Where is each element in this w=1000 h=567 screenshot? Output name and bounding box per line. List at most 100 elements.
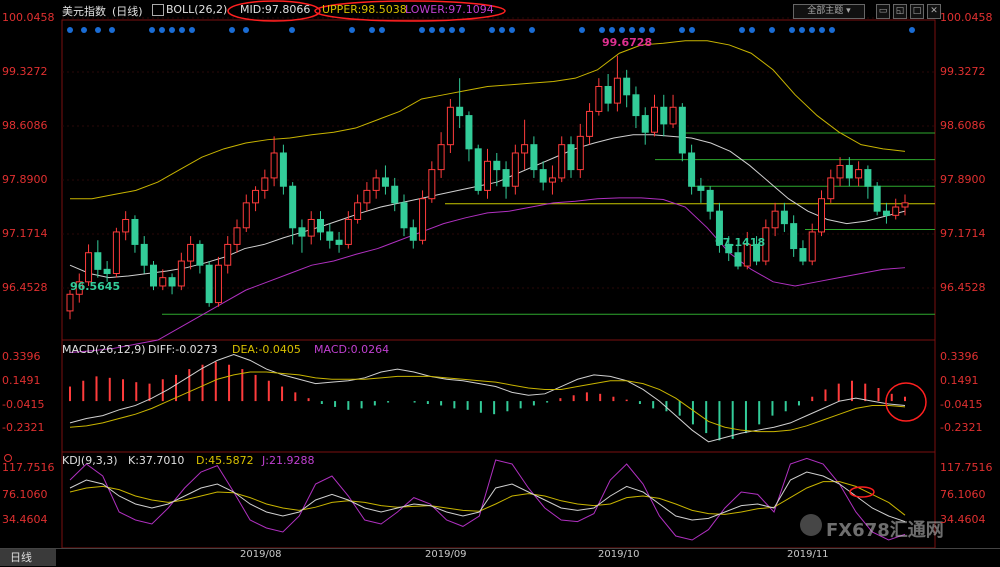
date-label: 2019/10	[598, 549, 640, 560]
candle-body	[688, 152, 696, 187]
signal-dot	[689, 27, 695, 33]
signal-dot	[149, 27, 155, 33]
candle-body	[233, 227, 241, 245]
theme-select-label: 全部主题	[807, 6, 844, 16]
boll-lower-value: LOWER:97.1094	[405, 3, 494, 16]
signal-dot	[169, 27, 175, 33]
kdj-d-line	[69, 481, 906, 516]
restore-icon[interactable]: ◱	[893, 4, 907, 19]
macd-dea-value: DEA:-0.0405	[232, 343, 301, 356]
candle-body	[595, 85, 603, 112]
candle-body	[632, 94, 640, 117]
candle-body	[66, 293, 74, 312]
signal-dot	[529, 27, 535, 33]
signal-dot	[649, 27, 655, 33]
candle-body	[660, 106, 668, 125]
chevron-down-icon: ▾	[846, 6, 851, 16]
indicator-icon[interactable]	[152, 4, 164, 16]
signal-dot	[819, 27, 825, 33]
macd-axis-label: -0.0415	[2, 398, 45, 411]
candle-body	[140, 243, 148, 266]
candle-body	[75, 281, 83, 295]
signal-dot	[629, 27, 635, 33]
minimize-icon[interactable]: ▭	[876, 4, 890, 19]
highlight-ellipse	[885, 382, 927, 422]
candle-body	[131, 218, 139, 245]
candle-body	[586, 110, 594, 137]
candle-body	[372, 177, 380, 191]
kdj-j-value: J:21.9288	[262, 454, 315, 467]
macd-diff-line	[69, 354, 906, 443]
candle-body	[576, 135, 584, 171]
candle-body	[177, 260, 185, 287]
signal-dot	[81, 27, 87, 33]
highlight-ellipse	[314, 0, 506, 22]
signal-dot	[489, 27, 495, 33]
signal-dot	[109, 27, 115, 33]
theme-select[interactable]: 全部主题 ▾	[793, 4, 865, 19]
boll-upper-value: UPPER:98.5038	[322, 3, 407, 16]
left-low-annotation: 96.5645	[70, 280, 121, 293]
signal-dot	[499, 27, 505, 33]
kdj-marker-icon[interactable]	[4, 454, 12, 462]
candle-body	[381, 177, 389, 187]
price-axis-label: 98.6086	[2, 119, 48, 132]
candle-body	[122, 218, 130, 233]
signal-dot	[429, 27, 435, 33]
period-label: (日线)	[112, 5, 143, 18]
candle-body	[252, 189, 260, 204]
macd-axis-label: -0.0415	[940, 398, 983, 411]
candle-body	[799, 248, 807, 262]
signal-dot	[599, 27, 605, 33]
candle-body	[827, 177, 835, 200]
high-annotation: 99.6728	[602, 36, 653, 49]
candle-body	[818, 198, 825, 233]
kdj-d-value: D:45.5872	[196, 454, 254, 467]
candle-body	[855, 169, 863, 179]
candle-body	[845, 164, 853, 179]
candle-body	[511, 152, 519, 187]
candle-body	[604, 85, 612, 104]
price-axis-label: 97.8900	[940, 173, 986, 186]
candle-body	[790, 223, 798, 250]
candle-body	[307, 218, 315, 237]
candle-body	[715, 210, 723, 245]
price-axis-label: 96.4528	[2, 281, 48, 294]
signal-dot	[243, 27, 249, 33]
price-axis-label: 97.1714	[940, 227, 986, 240]
indicator-label[interactable]: BOLL(26,2)	[166, 3, 228, 16]
price-axis-label: 99.3272	[2, 65, 48, 78]
signal-dot	[619, 27, 625, 33]
macd-axis-label: -0.2321	[940, 421, 983, 434]
signal-dot	[739, 27, 745, 33]
watermark: FX678汇通网	[826, 520, 944, 541]
kdj-panel	[69, 457, 906, 541]
kdj-axis-label: 76.1060	[940, 488, 986, 501]
signal-dot	[229, 27, 235, 33]
kdj-axis-label: 34.4604	[2, 513, 48, 526]
signal-dot	[95, 27, 101, 33]
boll-mid-value: MID:97.8066	[240, 3, 311, 16]
candle-body	[112, 231, 120, 275]
kdj-k-value: K:37.7010	[128, 454, 185, 467]
maximize-icon[interactable]: □	[910, 4, 924, 19]
signal-dot	[289, 27, 295, 33]
close-icon[interactable]: ✕	[927, 4, 941, 19]
candle-body	[678, 106, 686, 154]
signal-dot	[769, 27, 775, 33]
signal-dot	[449, 27, 455, 33]
macd-axis-label: -0.2321	[2, 421, 45, 434]
candle-body	[771, 210, 779, 229]
candle-body	[298, 227, 306, 237]
candle-body	[892, 206, 900, 216]
candle-body	[363, 189, 371, 204]
candle-body	[400, 202, 408, 229]
price-axis-label: 97.1714	[2, 227, 48, 240]
signal-dot	[909, 27, 915, 33]
signal-dot	[369, 27, 375, 33]
signal-dot	[439, 27, 445, 33]
candle-body	[725, 243, 733, 254]
candle-body	[521, 144, 529, 154]
period-tab-daily[interactable]: 日线	[0, 549, 56, 566]
